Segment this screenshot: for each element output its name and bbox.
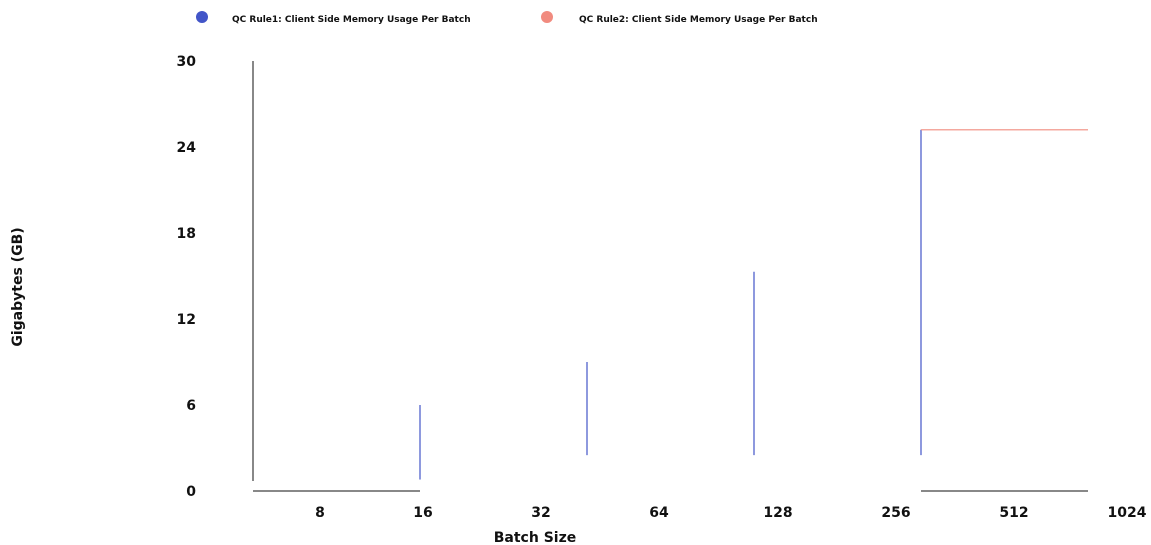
- y-tick-label: 0: [186, 484, 196, 500]
- x-tick-label: 8: [315, 505, 325, 521]
- x-tick-label: 32: [531, 505, 550, 521]
- x-tick-label: 128: [763, 505, 792, 521]
- y-tick-label: 24: [177, 140, 197, 156]
- legend-label-qc-rule1: QC Rule1: Client Side Memory Usage Per B…: [232, 15, 471, 25]
- axes: [252, 61, 1088, 492]
- x-tick-label: 16: [413, 505, 432, 521]
- legend-label-qc-rule2: QC Rule2: Client Side Memory Usage Per B…: [579, 15, 818, 25]
- legend-dot-qc-rule1: [196, 11, 208, 23]
- y-axis-title: Gigabytes (GB): [10, 227, 26, 346]
- x-ticks: 8 16 32 64 128 256 512 1024: [315, 505, 1147, 521]
- y-tick-label: 18: [177, 226, 196, 242]
- x-axis-title: Batch Size: [494, 530, 576, 545]
- legend-dot-qc-rule2: [541, 11, 553, 23]
- y-ticks: 0 6 12 18 24 30: [177, 54, 197, 500]
- y-tick-label: 12: [177, 312, 196, 328]
- legend: QC Rule1: Client Side Memory Usage Per B…: [196, 11, 818, 25]
- x-tick-label: 64: [649, 505, 669, 521]
- x-tick-label: 1024: [1108, 505, 1147, 521]
- plot-marks: [419, 129, 1088, 480]
- y-tick-label: 30: [177, 54, 197, 70]
- x-tick-label: 512: [999, 505, 1028, 521]
- x-tick-label: 256: [881, 505, 910, 521]
- y-tick-label: 6: [186, 398, 196, 414]
